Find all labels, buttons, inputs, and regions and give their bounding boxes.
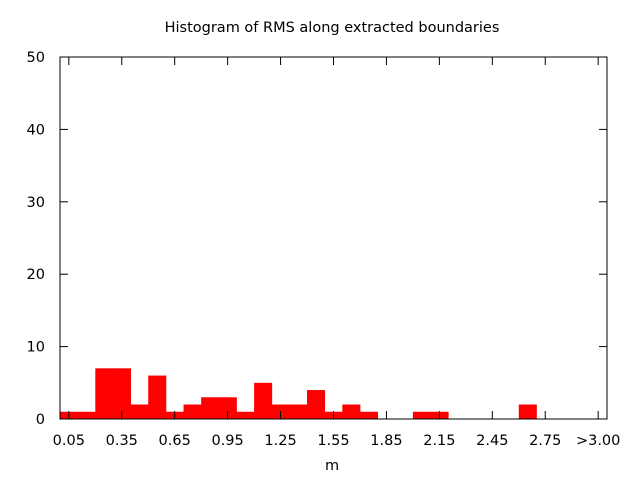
histogram-bar <box>130 404 149 419</box>
histogram-bar <box>201 397 220 419</box>
x-tick-label: 2.15 <box>423 433 455 449</box>
histogram-bar <box>254 382 273 419</box>
x-axis-label: m <box>325 458 339 474</box>
x-tick-label: 0.95 <box>211 433 243 449</box>
x-tick-label: 1.85 <box>370 433 402 449</box>
histogram-bar <box>183 404 202 419</box>
x-tick-label: 1.25 <box>264 433 296 449</box>
histogram-bar <box>112 368 131 419</box>
y-tick-label: 50 <box>27 50 45 66</box>
y-tick-label: 0 <box>36 412 45 428</box>
bars-group <box>60 368 537 419</box>
y-axis-ticks: 0 10 20 30 40 50 <box>27 50 607 428</box>
y-tick-label: 30 <box>27 195 45 211</box>
y-tick-label: 10 <box>27 340 45 356</box>
histogram-bar <box>236 411 255 419</box>
x-tick-label: 0.05 <box>53 433 85 449</box>
histogram-bar <box>289 404 308 419</box>
histogram-bar <box>148 375 167 419</box>
histogram-bar <box>307 390 326 419</box>
histogram-bar <box>95 368 114 419</box>
x-axis-ticks: 0.05 0.35 0.65 0.95 1.25 1.55 1.85 2.15 2.45 2.75… <box>53 57 620 449</box>
histogram-bar <box>412 411 431 419</box>
histogram-bar <box>359 411 379 419</box>
histogram-bar <box>518 404 537 419</box>
histogram-bar <box>77 411 96 419</box>
x-tick-label: >3.00 <box>576 433 620 449</box>
chart-title: Histogram of RMS along extracted boundar… <box>165 20 500 36</box>
y-tick-label: 40 <box>27 122 45 138</box>
x-tick-label: 2.75 <box>529 433 561 449</box>
plot-border <box>59 56 608 420</box>
x-tick-label: 1.55 <box>317 433 349 449</box>
histogram-bar <box>218 397 237 419</box>
x-tick-label: 2.45 <box>476 433 508 449</box>
y-tick-label: 20 <box>27 267 45 283</box>
x-tick-label: 0.35 <box>106 433 138 449</box>
histogram-bar <box>342 404 361 419</box>
x-tick-label: 0.65 <box>159 433 191 449</box>
